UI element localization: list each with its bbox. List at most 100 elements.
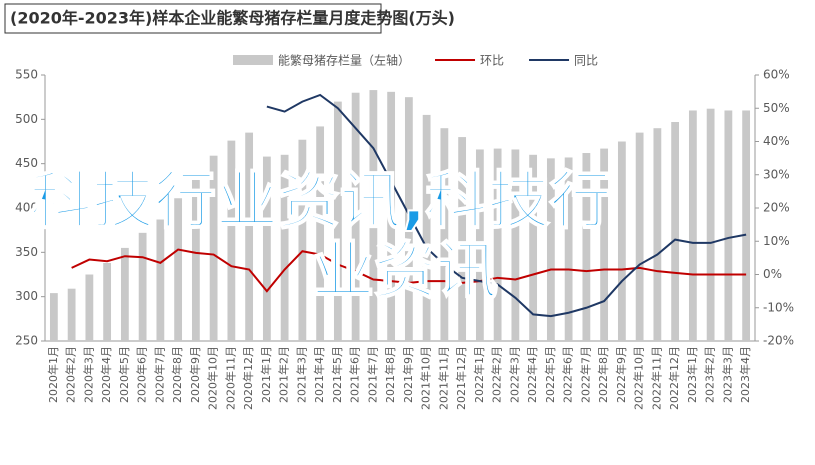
bar bbox=[529, 154, 538, 341]
x-tick-label: 2021年1月 bbox=[259, 346, 273, 403]
y2-tick-label: 50% bbox=[763, 101, 790, 115]
x-tick-label: 2022年11月 bbox=[649, 346, 663, 410]
x-tick-label: 2021年9月 bbox=[401, 346, 415, 403]
legend-label: 同比 bbox=[574, 54, 598, 68]
bar bbox=[706, 108, 715, 342]
x-tick-label: 2022年3月 bbox=[507, 346, 521, 403]
y-tick-label: 400 bbox=[15, 201, 38, 215]
bar bbox=[422, 114, 431, 342]
x-tick-label: 2020年7月 bbox=[152, 346, 166, 403]
x-tick-label: 2021年4月 bbox=[312, 346, 326, 403]
x-tick-label: 2020年8月 bbox=[170, 346, 184, 403]
x-tick-label: 2021年6月 bbox=[348, 346, 362, 403]
bar bbox=[156, 219, 165, 341]
y2-tick-label: 0% bbox=[763, 267, 782, 281]
y2-tick-label: -20% bbox=[763, 334, 794, 348]
x-tick-label: 2022年9月 bbox=[614, 346, 628, 403]
bar bbox=[67, 288, 76, 341]
bar bbox=[458, 137, 467, 341]
bar bbox=[688, 110, 697, 341]
bar bbox=[298, 139, 307, 341]
bar bbox=[582, 153, 591, 341]
bar bbox=[174, 198, 183, 341]
x-tick-label: 2023年1月 bbox=[685, 346, 699, 403]
x-tick-label: 2022年7月 bbox=[578, 346, 592, 403]
x-tick-label: 2022年6月 bbox=[561, 346, 575, 403]
bar bbox=[546, 158, 555, 341]
y2-tick-label: 60% bbox=[763, 68, 790, 82]
x-tick-label: 2020年10月 bbox=[206, 346, 220, 410]
bar bbox=[493, 148, 502, 341]
bar bbox=[511, 149, 520, 341]
bar bbox=[564, 157, 573, 341]
y-tick-label: 300 bbox=[15, 289, 38, 303]
y-tick-label: 500 bbox=[15, 112, 38, 126]
x-tick-label: 2022年2月 bbox=[490, 346, 504, 403]
bar bbox=[653, 128, 662, 341]
bar bbox=[475, 149, 484, 341]
legend-label: 环比 bbox=[480, 54, 504, 68]
bar bbox=[227, 140, 236, 341]
x-tick-label: 2022年1月 bbox=[472, 346, 486, 403]
bar bbox=[262, 156, 271, 341]
x-tick-label: 2022年4月 bbox=[525, 346, 539, 403]
x-tick-label: 2020年2月 bbox=[64, 346, 78, 403]
bar bbox=[724, 110, 733, 341]
x-tick-label: 2020年12月 bbox=[241, 346, 255, 410]
watermark: 业资讯 bbox=[312, 234, 498, 307]
bar bbox=[617, 141, 626, 341]
line bbox=[71, 248, 747, 293]
x-tick-label: 2021年7月 bbox=[365, 346, 379, 403]
chart-title: (2020年-2023年)样本企业能繁母猪存栏量月度走势图(万头) bbox=[10, 9, 455, 28]
bar bbox=[351, 92, 360, 341]
x-tick-label: 2021年2月 bbox=[277, 346, 291, 403]
x-tick-label: 2020年6月 bbox=[135, 346, 149, 403]
y2-tick-label: 30% bbox=[763, 167, 790, 181]
line bbox=[266, 93, 747, 318]
legend-swatch bbox=[233, 55, 273, 65]
y-tick-label: 250 bbox=[15, 334, 38, 348]
bar bbox=[138, 232, 147, 341]
bar bbox=[209, 155, 218, 341]
bar bbox=[671, 121, 680, 341]
bar bbox=[316, 126, 325, 341]
x-tick-label: 2021年3月 bbox=[294, 346, 308, 403]
watermark: 科技行业资讯,科技行 bbox=[30, 164, 612, 237]
bar bbox=[440, 128, 449, 341]
y2-tick-label: 20% bbox=[763, 201, 790, 215]
x-tick-label: 2020年11月 bbox=[223, 346, 237, 410]
y2-tick-label: -10% bbox=[763, 300, 794, 314]
x-tick-label: 2021年12月 bbox=[454, 346, 468, 410]
x-tick-label: 2020年5月 bbox=[117, 346, 131, 403]
x-tick-label: 2021年11月 bbox=[436, 346, 450, 410]
x-tick-label: 2023年4月 bbox=[738, 346, 752, 403]
bar bbox=[280, 154, 289, 341]
legend-label: 能繁母猪存栏量（左轴） bbox=[278, 53, 410, 68]
x-tick-label: 2021年5月 bbox=[330, 346, 344, 403]
y-tick-label: 350 bbox=[15, 245, 38, 259]
bar bbox=[600, 148, 609, 341]
x-tick-label: 2022年10月 bbox=[632, 346, 646, 410]
x-tick-label: 2023年2月 bbox=[703, 346, 717, 403]
bar bbox=[742, 110, 751, 341]
bar bbox=[635, 132, 644, 341]
x-tick-label: 2020年4月 bbox=[99, 346, 113, 403]
x-tick-label: 2021年8月 bbox=[383, 346, 397, 403]
y2-tick-label: 40% bbox=[763, 134, 790, 148]
x-tick-label: 2020年9月 bbox=[188, 346, 202, 403]
bar bbox=[404, 97, 413, 342]
x-tick-label: 2020年3月 bbox=[81, 346, 95, 403]
bar bbox=[49, 293, 58, 341]
bar bbox=[191, 172, 200, 341]
bar bbox=[103, 262, 112, 341]
x-tick-label: 2021年10月 bbox=[419, 346, 433, 410]
x-tick-label: 2022年5月 bbox=[543, 346, 557, 403]
x-tick-label: 2020年1月 bbox=[46, 346, 60, 403]
bar bbox=[245, 132, 254, 341]
x-tick-label: 2023年3月 bbox=[720, 346, 734, 403]
bar bbox=[120, 247, 129, 341]
y-tick-label: 550 bbox=[15, 68, 38, 82]
bar bbox=[85, 274, 94, 341]
bar bbox=[369, 90, 378, 341]
